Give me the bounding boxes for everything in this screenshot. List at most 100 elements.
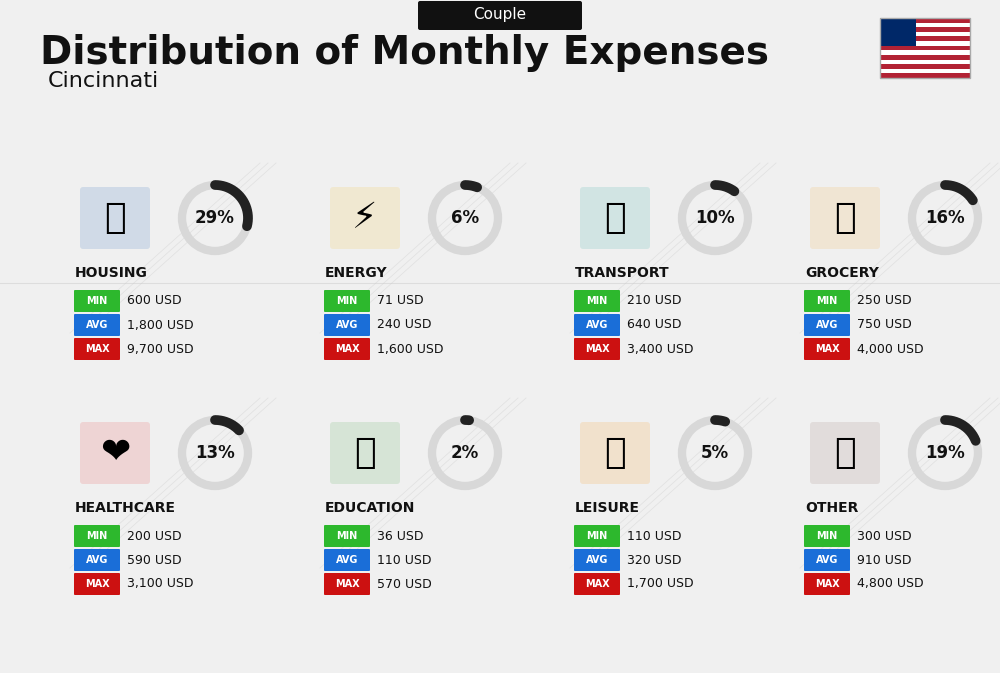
Text: 110 USD: 110 USD — [627, 530, 682, 542]
FancyBboxPatch shape — [324, 525, 370, 547]
Text: 36 USD: 36 USD — [377, 530, 424, 542]
FancyBboxPatch shape — [804, 549, 850, 571]
Text: 71 USD: 71 USD — [377, 295, 424, 308]
Text: 10%: 10% — [695, 209, 735, 227]
Text: 1,800 USD: 1,800 USD — [127, 318, 194, 332]
Bar — [880, 18, 970, 78]
Text: 640 USD: 640 USD — [627, 318, 682, 332]
Text: MAX: MAX — [85, 579, 109, 589]
Text: AVG: AVG — [586, 555, 608, 565]
Text: 240 USD: 240 USD — [377, 318, 432, 332]
Text: 4,000 USD: 4,000 USD — [857, 343, 924, 355]
FancyBboxPatch shape — [580, 422, 650, 484]
Text: 🎓: 🎓 — [354, 436, 376, 470]
FancyBboxPatch shape — [74, 338, 120, 360]
FancyBboxPatch shape — [580, 187, 650, 249]
Bar — [880, 59, 970, 64]
FancyBboxPatch shape — [574, 573, 620, 595]
Bar — [880, 55, 970, 59]
Text: MIN: MIN — [586, 296, 608, 306]
FancyBboxPatch shape — [418, 1, 582, 30]
Text: MIN: MIN — [336, 296, 358, 306]
Text: MIN: MIN — [816, 296, 838, 306]
Text: TRANSPORT: TRANSPORT — [575, 266, 670, 280]
Bar — [880, 69, 970, 73]
Text: 200 USD: 200 USD — [127, 530, 182, 542]
FancyBboxPatch shape — [804, 290, 850, 312]
Bar — [880, 23, 970, 27]
Text: 1,700 USD: 1,700 USD — [627, 577, 694, 590]
Bar — [880, 64, 970, 69]
Text: 🚌: 🚌 — [604, 201, 626, 235]
FancyBboxPatch shape — [74, 290, 120, 312]
FancyBboxPatch shape — [574, 338, 620, 360]
FancyBboxPatch shape — [810, 422, 880, 484]
FancyBboxPatch shape — [574, 314, 620, 336]
Text: 250 USD: 250 USD — [857, 295, 912, 308]
FancyBboxPatch shape — [804, 573, 850, 595]
Text: HOUSING: HOUSING — [75, 266, 148, 280]
Text: 600 USD: 600 USD — [127, 295, 182, 308]
Text: 💰: 💰 — [834, 436, 856, 470]
Bar — [880, 18, 916, 46]
Text: LEISURE: LEISURE — [575, 501, 640, 515]
Bar — [880, 36, 970, 41]
Text: MAX: MAX — [585, 344, 609, 354]
FancyBboxPatch shape — [80, 422, 150, 484]
FancyBboxPatch shape — [324, 314, 370, 336]
Text: 110 USD: 110 USD — [377, 553, 432, 567]
Text: HEALTHCARE: HEALTHCARE — [75, 501, 176, 515]
Bar — [880, 50, 970, 55]
Text: MAX: MAX — [85, 344, 109, 354]
Text: 3,400 USD: 3,400 USD — [627, 343, 694, 355]
FancyBboxPatch shape — [804, 314, 850, 336]
FancyBboxPatch shape — [74, 525, 120, 547]
Text: 570 USD: 570 USD — [377, 577, 432, 590]
Text: AVG: AVG — [86, 555, 108, 565]
Bar — [880, 18, 970, 23]
FancyBboxPatch shape — [804, 338, 850, 360]
FancyBboxPatch shape — [330, 422, 400, 484]
Text: MIN: MIN — [586, 531, 608, 541]
Text: 590 USD: 590 USD — [127, 553, 182, 567]
Text: 🛒: 🛒 — [834, 201, 856, 235]
Text: MIN: MIN — [816, 531, 838, 541]
Text: Distribution of Monthly Expenses: Distribution of Monthly Expenses — [40, 34, 769, 72]
Text: Couple: Couple — [473, 7, 527, 22]
Text: ENERGY: ENERGY — [325, 266, 388, 280]
FancyBboxPatch shape — [804, 525, 850, 547]
FancyBboxPatch shape — [74, 573, 120, 595]
Bar — [880, 27, 970, 32]
FancyBboxPatch shape — [324, 338, 370, 360]
Text: 2%: 2% — [451, 444, 479, 462]
FancyBboxPatch shape — [810, 187, 880, 249]
Text: EDUCATION: EDUCATION — [325, 501, 415, 515]
FancyBboxPatch shape — [574, 290, 620, 312]
Bar — [880, 46, 970, 50]
Text: MIN: MIN — [336, 531, 358, 541]
Text: GROCERY: GROCERY — [805, 266, 879, 280]
Text: 320 USD: 320 USD — [627, 553, 682, 567]
Text: AVG: AVG — [586, 320, 608, 330]
FancyBboxPatch shape — [324, 573, 370, 595]
Text: 19%: 19% — [925, 444, 965, 462]
Text: ❤: ❤ — [100, 436, 130, 470]
FancyBboxPatch shape — [74, 314, 120, 336]
Text: AVG: AVG — [816, 320, 838, 330]
FancyBboxPatch shape — [74, 549, 120, 571]
Text: 1,600 USD: 1,600 USD — [377, 343, 444, 355]
Text: MIN: MIN — [86, 296, 108, 306]
Text: 910 USD: 910 USD — [857, 553, 912, 567]
FancyBboxPatch shape — [324, 290, 370, 312]
Bar — [880, 32, 970, 36]
Text: MAX: MAX — [815, 579, 839, 589]
Text: 🛍: 🛍 — [604, 436, 626, 470]
Text: 4,800 USD: 4,800 USD — [857, 577, 924, 590]
FancyBboxPatch shape — [330, 187, 400, 249]
Text: MAX: MAX — [335, 344, 359, 354]
Text: ⚡: ⚡ — [352, 201, 378, 235]
Text: 16%: 16% — [925, 209, 965, 227]
Text: AVG: AVG — [336, 320, 358, 330]
Text: MIN: MIN — [86, 531, 108, 541]
Text: 300 USD: 300 USD — [857, 530, 912, 542]
